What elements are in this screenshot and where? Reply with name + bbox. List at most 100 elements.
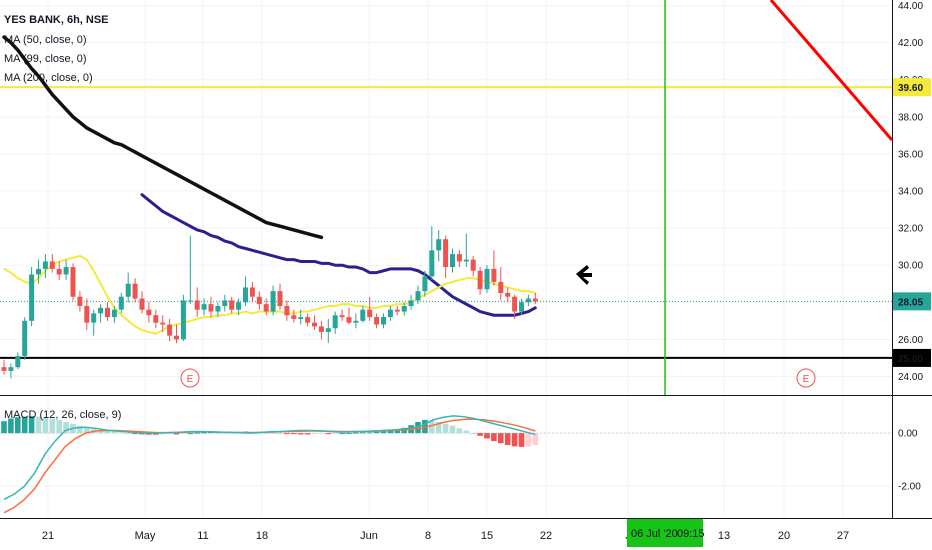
- candle-body: [470, 259, 476, 271]
- macd-histogram-bar: [525, 433, 532, 447]
- macd-histogram-bar: [311, 433, 318, 435]
- macd-histogram-bar: [270, 432, 276, 434]
- time-tick-label: 13: [718, 530, 730, 542]
- earnings-marker-icon: [796, 368, 816, 388]
- candle-body: [374, 317, 380, 325]
- time-tick-label: 18: [256, 530, 268, 542]
- time-tick-label: May: [135, 530, 156, 542]
- symbol-label: YES BANK, 6h, NSE: [4, 14, 109, 26]
- earnings-marker-label: E: [187, 374, 194, 385]
- macd-histogram-bar: [477, 433, 483, 436]
- macd-histogram-bar: [49, 418, 56, 434]
- candle-body: [139, 298, 145, 310]
- price-badge-25-00: 25.00: [898, 354, 923, 365]
- price-tick-label: 24.00: [898, 372, 923, 383]
- macd-histogram-bar: [153, 433, 159, 435]
- macd-histogram-bar: [35, 416, 42, 434]
- macd-histogram-bar: [504, 433, 511, 446]
- macd-histogram-bar: [284, 433, 290, 435]
- candle-body: [512, 296, 518, 312]
- candle-body: [187, 300, 193, 302]
- macd-histogram-bar: [180, 433, 187, 435]
- candle-body: [201, 304, 207, 310]
- macd-histogram-bar: [28, 416, 35, 434]
- candle-body: [84, 305, 90, 323]
- ma99-line: [140, 193, 537, 317]
- candle-body: [222, 300, 228, 306]
- macd-histogram-bar: [394, 429, 401, 434]
- candle-body: [208, 304, 214, 312]
- time-tick-label: 20: [778, 530, 790, 542]
- price-tick-label: 32.00: [898, 224, 923, 235]
- macd-histogram-bar: [125, 433, 131, 435]
- macd-histogram-bar: [325, 433, 332, 435]
- time-tick-label: 11: [197, 530, 208, 542]
- candle-body: [394, 309, 400, 312]
- macd-legend[interactable]: MACD (12, 26, close, 9): [4, 409, 122, 421]
- arrow-left-icon: [576, 265, 592, 285]
- candle-body: [105, 307, 110, 318]
- candle-body: [1, 367, 7, 371]
- macd-histogram-bar: [104, 430, 111, 434]
- candle-body: [36, 268, 41, 275]
- candle-body: [505, 293, 511, 297]
- macd-histogram-bar: [297, 433, 304, 435]
- candle-body: [215, 305, 221, 312]
- price-tick-label: 44.00: [898, 1, 923, 12]
- macd-histogram-bar: [194, 432, 200, 434]
- candle-body: [277, 291, 283, 306]
- candle-body: [443, 239, 449, 268]
- macd-histogram-bar: [456, 428, 463, 434]
- candle-body: [174, 335, 179, 340]
- price-badge-25-00-bg: [893, 348, 931, 367]
- macd-histogram-bar: [291, 433, 297, 435]
- macd-histogram-bar: [449, 425, 456, 434]
- candle-body: [125, 283, 131, 297]
- macd-histogram-bar: [304, 433, 311, 435]
- price-tick-label: 26.00: [898, 335, 923, 346]
- candle-body: [519, 302, 524, 312]
- macd-histogram-bar: [201, 432, 207, 434]
- ma50-line: [3, 254, 537, 335]
- macd-histogram-bar: [21, 416, 28, 434]
- candle-body: [70, 267, 76, 297]
- macd-line: [3, 415, 536, 501]
- candle-body: [284, 305, 290, 316]
- candle-body: [339, 315, 345, 318]
- macd-histogram-bar: [511, 433, 518, 447]
- candle-body: [56, 268, 62, 275]
- macd-histogram-bar: [132, 433, 138, 435]
- candle-body: [401, 305, 407, 312]
- candle-body: [291, 315, 297, 319]
- cursor-date-label: 06 Jul '20: [631, 528, 678, 540]
- macd-histogram-bar: [8, 418, 14, 434]
- candle-body: [270, 291, 276, 312]
- macd-histogram-bar: [84, 427, 90, 434]
- macd-histogram-bar: [15, 417, 21, 434]
- price-tick-label: 30.00: [898, 261, 923, 272]
- macd-histogram-bar: [332, 433, 338, 435]
- ma99-legend[interactable]: MA (99, close, 0): [4, 53, 87, 65]
- ma200-line: [2, 35, 324, 240]
- price-tick-label: 42.00: [898, 38, 923, 49]
- candle-body: [8, 367, 14, 371]
- ma200-legend[interactable]: MA (200, close, 0): [4, 72, 93, 84]
- macd-histogram-bar: [435, 421, 442, 434]
- macd-histogram-bar: [491, 433, 497, 442]
- candle-body: [325, 328, 331, 332]
- macd-histogram-bar: [470, 433, 476, 435]
- candle-body: [77, 296, 83, 306]
- time-tick-label: 8: [425, 530, 431, 542]
- price-tick-label: 36.00: [898, 149, 923, 160]
- candle-body: [332, 315, 338, 329]
- macd-histogram-bar: [56, 419, 62, 434]
- candle-body: [312, 322, 317, 327]
- candle-body: [367, 309, 373, 318]
- candle-body: [498, 281, 504, 294]
- cursor-time-label: 09:15: [677, 528, 705, 540]
- price-tick-label: 34.00: [898, 187, 923, 198]
- ma50-legend[interactable]: MA (50, close, 0): [4, 34, 87, 46]
- price-badge-39-60-bg: [893, 78, 931, 97]
- trendline-red: [769, 0, 894, 141]
